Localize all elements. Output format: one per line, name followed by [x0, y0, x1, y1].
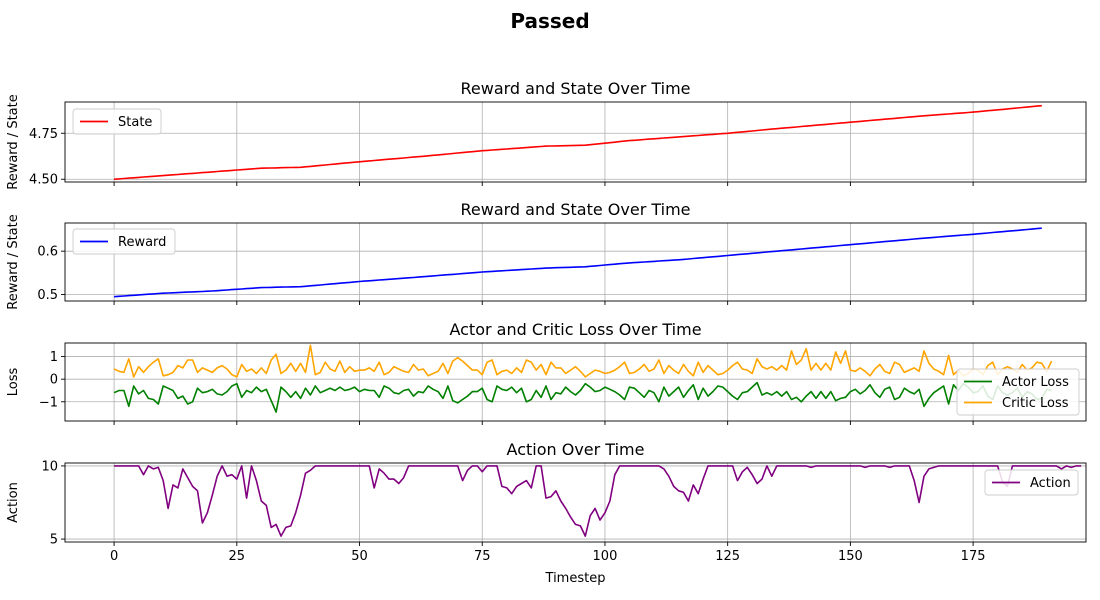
- y-axis-label: Action: [6, 482, 21, 523]
- series-line-state: [114, 104, 1042, 180]
- axes-frame: [64, 342, 1087, 422]
- y-tick-label: −1: [39, 395, 58, 410]
- legend: Action: [984, 469, 1079, 496]
- y-tick-label: 0.5: [37, 288, 58, 303]
- y-axis-label: Loss: [6, 368, 21, 397]
- y-axis-label: Reward / State: [6, 94, 21, 189]
- y-tick-label: 0.6: [37, 245, 58, 260]
- subplot-title: Actor and Critic Loss Over Time: [449, 320, 701, 339]
- y-tick-label: 5: [50, 533, 58, 548]
- x-tick-label: 100: [593, 549, 618, 564]
- subplot-title: Reward and State Over Time: [460, 79, 690, 98]
- legend-box: [956, 368, 1080, 416]
- y-tick-label: 4.50: [29, 173, 58, 188]
- subplot-title: Action Over Time: [507, 440, 645, 459]
- series-line-action: [114, 465, 1082, 537]
- subplot-4: Action Over Time 0 25 50 75 100 125 150 175 5 10 Ac…: [6, 440, 1087, 586]
- x-tick-label: 175: [961, 549, 986, 564]
- x-tick-label: 75: [474, 549, 491, 564]
- legend-box: [72, 108, 162, 135]
- legend-box: [984, 469, 1079, 496]
- series-line-actor-loss: [113, 381, 1052, 413]
- series-line-reward: [114, 227, 1042, 298]
- y-tick-label: 0: [50, 373, 58, 388]
- subplot-3: Actor and Critic Loss Over Time −1 0 1 Loss A…: [6, 320, 1087, 425]
- legend-label: Action: [1030, 476, 1071, 491]
- series-line-critic-loss: [113, 344, 1053, 378]
- y-axis-label: Reward / State: [6, 214, 21, 309]
- legend-label: State: [118, 115, 152, 130]
- x-tick-label: 25: [229, 549, 246, 564]
- legend: Reward: [72, 228, 176, 255]
- axes-frame: [64, 462, 1087, 543]
- x-tick-label: 125: [715, 549, 740, 564]
- y-tick-label: 10: [41, 459, 58, 474]
- x-tick-label: 0: [110, 549, 118, 564]
- x-tick-label: 50: [351, 549, 368, 564]
- legend: Actor Loss Critic Loss: [956, 368, 1080, 416]
- subplot-1: Reward and State Over Time 4.50 4.75 Reward…: [6, 79, 1087, 190]
- figure-suptitle: Passed: [510, 9, 589, 33]
- axes-frame: [64, 222, 1087, 302]
- y-tick-label: 1: [50, 350, 58, 365]
- legend-label: Reward: [118, 235, 166, 250]
- y-tick-label: 4.75: [29, 127, 58, 142]
- legend-box: [72, 228, 176, 255]
- subplot-title: Reward and State Over Time: [460, 200, 690, 219]
- subplot-2: Reward and State Over Time 0.5 0.6 Reward /…: [6, 200, 1087, 310]
- x-tick-label: 150: [838, 549, 863, 564]
- x-axis-label: Timestep: [545, 571, 606, 586]
- axes-frame: [64, 101, 1087, 183]
- legend: State: [72, 108, 162, 135]
- legend-label: Critic Loss: [1002, 396, 1069, 411]
- legend-label: Actor Loss: [1002, 375, 1069, 390]
